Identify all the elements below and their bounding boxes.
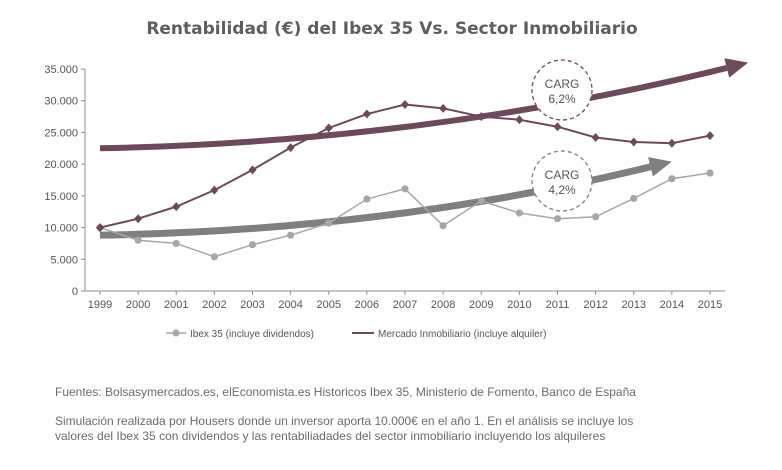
carg-ibex-badge: [531, 150, 593, 212]
inmobiliario-data-point: [324, 123, 333, 133]
ibex-data-point: [363, 195, 371, 203]
inmobiliario-data-point: [553, 122, 562, 132]
inmobiliario-trend-arrowhead: [724, 58, 749, 78]
x-tick-label: 2001: [164, 299, 188, 311]
y-tick-label: 15.000: [44, 191, 78, 203]
x-tick-label: 2012: [583, 299, 607, 311]
ibex-data-point: [630, 194, 638, 202]
x-tick-label: 2005: [317, 299, 341, 311]
ibex-data-point: [325, 219, 333, 227]
y-tick-label: 25.000: [44, 127, 78, 139]
y-tick-label: 10.000: [44, 223, 78, 235]
ibex-data-point: [477, 197, 485, 205]
inmobiliario-data-point: [629, 137, 638, 147]
ibex-vs-inmobiliario-chart: Rentabilidad (€) del Ibex 35 Vs. Sector …: [44, 19, 749, 340]
inmobiliario-data-point: [286, 143, 295, 153]
x-tick-label: 2002: [202, 299, 226, 311]
ibex-data-point: [210, 253, 218, 261]
legend-inmobiliario-label: Mercado Inmobiliario (incluye alquiler): [378, 329, 546, 340]
carg-inmobiliario-label: CARG: [545, 77, 580, 91]
inmobiliario-data-point: [362, 109, 371, 119]
inmobiliario-data-point: [439, 103, 448, 113]
y-tick-label: 5.000: [50, 254, 78, 266]
x-tick-label: 2015: [698, 299, 722, 311]
ibex-data-point: [668, 175, 676, 183]
simulation-text-line-1: Simulación realizada por Housers donde u…: [55, 414, 634, 428]
inmobiliario-data-point: [667, 138, 676, 148]
ibex-data-point: [172, 239, 180, 248]
x-tick-label: 1999: [88, 299, 112, 311]
inmobiliario-data-point: [401, 100, 409, 110]
x-tick-label: 2003: [240, 299, 264, 311]
carg-ibex-label: CARG: [545, 168, 580, 182]
x-tick-label: 2004: [278, 299, 302, 311]
inmobiliario-data-point: [96, 223, 104, 233]
ibex-data-point: [287, 231, 295, 239]
simulation-text-line-2: valores del Ibex 35 con dividendos y las…: [55, 429, 606, 443]
carg-ibex-value: 4,2%: [548, 183, 576, 197]
ibex-data-point: [515, 209, 523, 217]
ibex-data-point: [706, 169, 714, 177]
x-tick-label: 2008: [431, 299, 455, 311]
legend-ibex-marker: [172, 329, 180, 337]
inmobiliario-data-point: [248, 165, 257, 175]
ibex-data-point: [592, 213, 600, 221]
y-tick-label: 35.000: [44, 64, 78, 76]
ibex-data-point: [134, 236, 142, 244]
x-tick-label: 2014: [660, 299, 684, 311]
legend-ibex-label: Ibex 35 (incluye dividendos): [190, 329, 314, 340]
sources-text: Fuentes: Bolsasymercados.es, elEconomist…: [55, 385, 636, 399]
sources-note: Fuentes: Bolsasymercados.es, elEconomist…: [55, 385, 755, 400]
inmobiliario-data-point: [706, 131, 714, 141]
chart-axes: 0 5.000 10.000 15.000 20.000 25.000 30.000 35.0…: [44, 64, 725, 311]
simulation-note: Simulación realizada por Housers donde u…: [55, 414, 755, 444]
x-tick-label: 2006: [355, 299, 379, 311]
x-tick-label: 2010: [507, 299, 531, 311]
ibex-data-point: [401, 185, 409, 193]
inmobiliario-data-point: [134, 214, 143, 224]
chart-title: Rentabilidad (€) del Ibex 35 Vs. Sector …: [146, 19, 637, 39]
x-tick-label: 2000: [126, 299, 150, 311]
carg-inmobiliario-badge: [531, 59, 593, 121]
ibex-data-point: [439, 222, 447, 230]
y-tick-label: 0: [72, 286, 78, 298]
inmobiliario-data-point: [515, 115, 524, 125]
x-tick-label: 2013: [622, 299, 646, 311]
inmobiliario-series-line: [99, 103, 711, 229]
inmobiliario-data-point: [210, 185, 219, 195]
inmobiliario-data-point: [477, 112, 486, 122]
inmobiliario-trend-curve: [99, 65, 728, 152]
y-tick-label: 30.000: [44, 96, 78, 108]
y-tick-label: 20.000: [44, 159, 78, 171]
x-tick-label: 2011: [546, 299, 570, 311]
ibex-data-point: [248, 241, 257, 249]
ibex-trend-arrowhead: [648, 157, 672, 177]
x-tick-label: 2009: [469, 299, 493, 311]
ibex-data-point: [553, 215, 562, 223]
chart-legend: Ibex 35 (incluye dividendos) Mercado Inmo…: [166, 329, 546, 340]
x-tick-label: 2007: [393, 299, 417, 311]
inmobiliario-data-point: [172, 202, 181, 212]
carg-inmobiliario-value: 6,2%: [548, 92, 576, 106]
inmobiliario-data-point: [591, 133, 600, 143]
